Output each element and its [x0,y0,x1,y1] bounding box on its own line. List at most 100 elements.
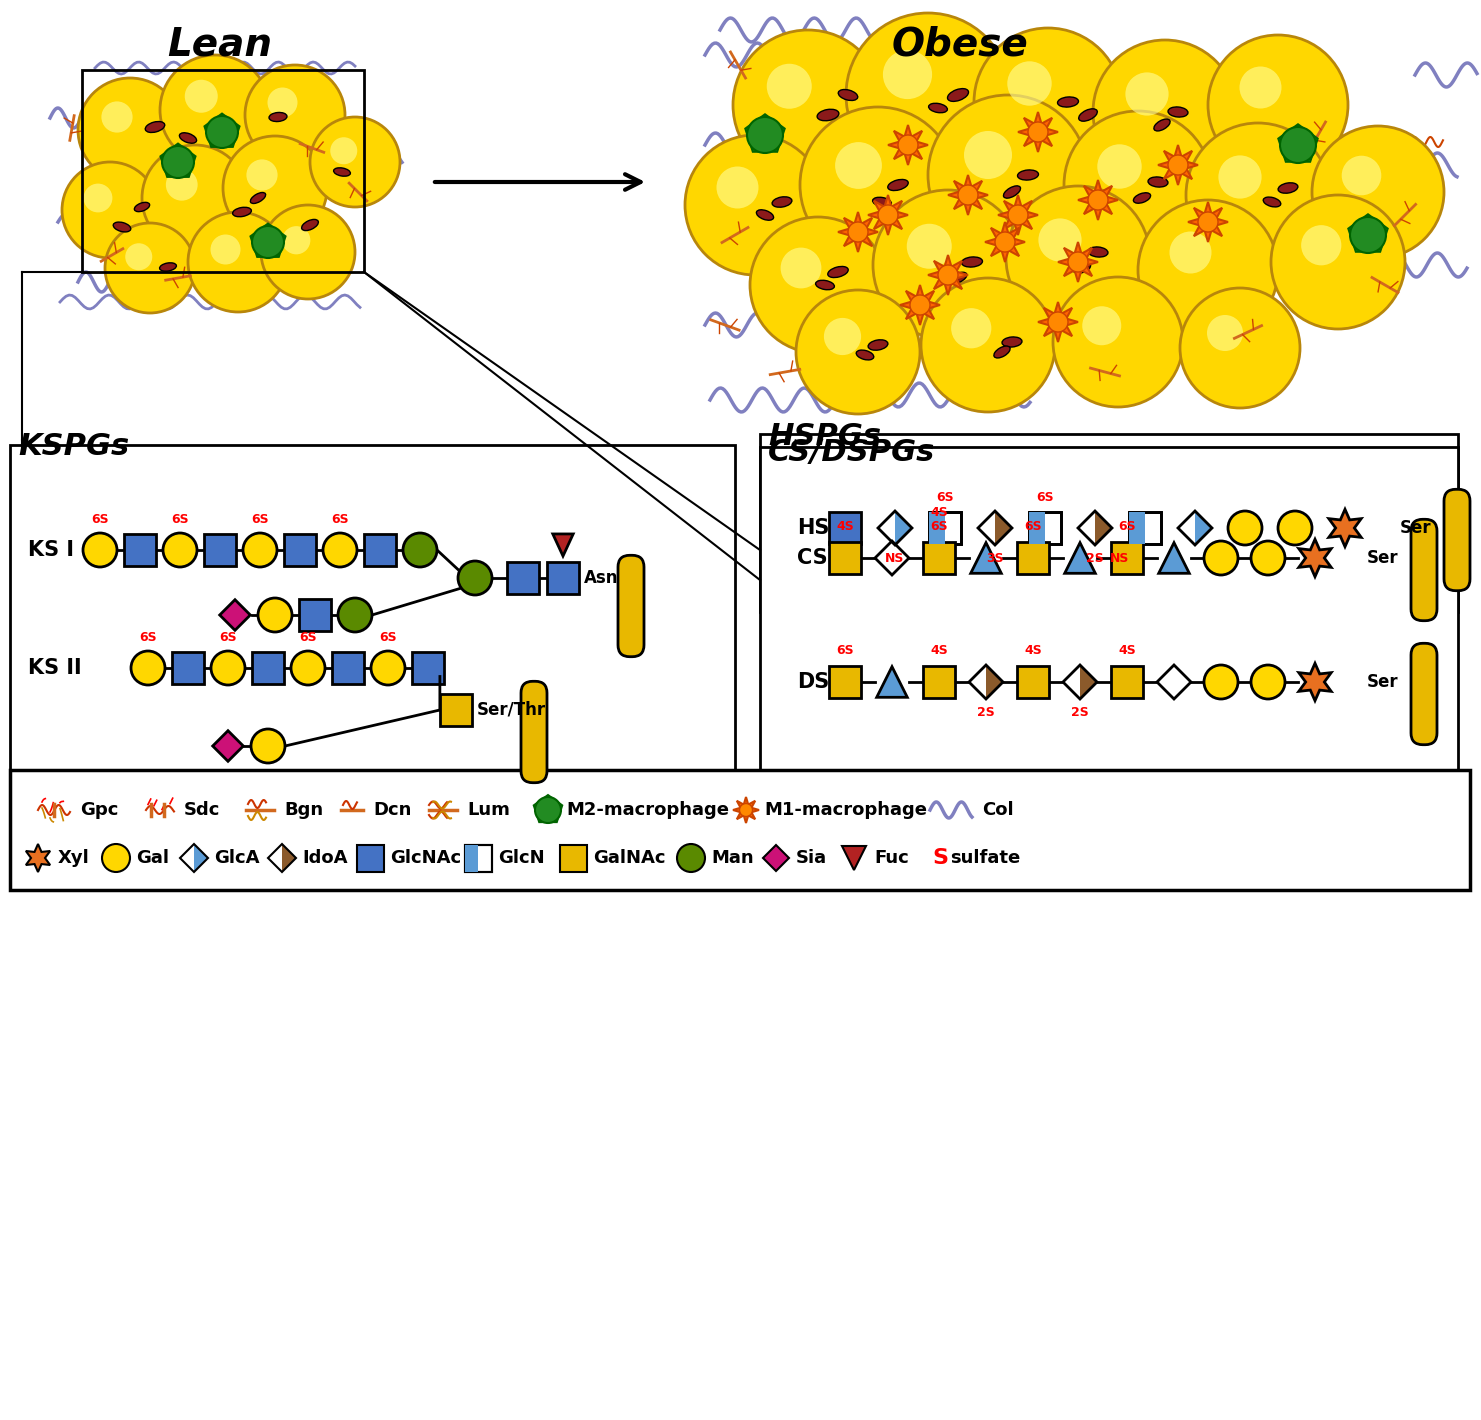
Text: Ser/Thr: Ser/Thr [477,701,546,719]
Bar [1111,666,1143,699]
Circle shape [906,224,952,268]
Bar [546,562,579,594]
Text: 2S: 2S [1071,706,1089,719]
Bar [252,652,284,684]
Text: Fuc: Fuc [874,849,909,868]
Polygon shape [875,541,909,575]
Ellipse shape [302,220,318,230]
Circle shape [835,142,881,189]
Text: Xyl: Xyl [58,849,90,868]
Text: 6S: 6S [332,513,350,525]
Ellipse shape [1133,193,1151,203]
Circle shape [878,204,897,224]
Circle shape [338,598,372,632]
Bar [81,70,364,273]
Bar [357,845,384,872]
Polygon shape [900,285,940,325]
Circle shape [937,266,958,285]
Circle shape [244,65,345,165]
Polygon shape [733,797,758,824]
Bar [760,435,1457,612]
Polygon shape [219,599,250,630]
FancyBboxPatch shape [1411,643,1437,744]
Text: Ser: Ser [1367,550,1398,567]
Ellipse shape [772,197,792,207]
Ellipse shape [929,104,948,112]
Text: 4S: 4S [1118,645,1136,657]
Text: NS: NS [886,552,905,565]
Text: 6S: 6S [92,513,108,525]
Polygon shape [763,845,789,870]
Text: CS: CS [797,548,828,568]
Bar [1017,542,1049,574]
Circle shape [1083,307,1121,345]
Polygon shape [929,511,945,544]
Circle shape [163,532,197,567]
Circle shape [1208,36,1348,175]
FancyBboxPatch shape [1411,520,1437,621]
Text: 6S: 6S [1025,520,1041,532]
Text: GlcN: GlcN [498,849,545,868]
Text: 6S: 6S [219,630,237,645]
Text: 4S: 4S [1025,645,1041,657]
Circle shape [1251,541,1286,575]
Circle shape [995,231,1014,251]
Circle shape [261,204,355,300]
Polygon shape [838,212,878,251]
Text: 6S: 6S [252,513,270,525]
Circle shape [1204,541,1238,575]
Circle shape [101,101,133,132]
Circle shape [733,30,883,180]
Circle shape [1180,288,1300,408]
Text: GlcNAc: GlcNAc [390,849,461,868]
Text: M1-macrophage: M1-macrophage [764,801,927,819]
Bar [1029,511,1062,544]
Circle shape [929,95,1089,256]
Text: GalNAc: GalNAc [592,849,665,868]
Polygon shape [1158,145,1198,185]
Text: Lum: Lum [467,801,509,819]
Circle shape [283,226,311,254]
Polygon shape [213,731,243,761]
Ellipse shape [1004,186,1020,199]
Polygon shape [986,665,1003,699]
Ellipse shape [828,267,849,277]
Text: KS I: KS I [28,540,74,559]
Circle shape [78,78,182,182]
Ellipse shape [949,273,967,284]
Bar [332,652,364,684]
Text: 2S: 2S [1086,552,1103,565]
Circle shape [872,190,1023,339]
Text: 6S: 6S [139,630,157,645]
Ellipse shape [1074,263,1090,273]
Circle shape [1063,111,1211,258]
Circle shape [795,290,920,415]
Circle shape [1342,156,1382,196]
Text: KSPGs: KSPGs [18,432,129,462]
Text: Dcn: Dcn [373,801,412,819]
Circle shape [1170,231,1211,274]
Circle shape [1053,277,1183,408]
Ellipse shape [1263,197,1281,207]
Circle shape [126,243,153,270]
Ellipse shape [135,203,150,212]
Polygon shape [160,143,195,178]
Circle shape [1351,217,1386,253]
Polygon shape [1038,302,1078,342]
Circle shape [1240,67,1281,108]
Bar [829,542,860,574]
Bar [829,511,860,544]
Text: KS II: KS II [28,657,81,677]
Text: Gpc: Gpc [80,801,118,819]
Text: GlcA: GlcA [213,849,259,868]
Polygon shape [868,195,908,234]
Circle shape [1006,186,1151,329]
Bar [204,534,235,567]
Circle shape [1228,511,1262,545]
Bar [1029,511,1062,544]
Polygon shape [1278,125,1318,162]
Bar [10,444,735,785]
Polygon shape [895,511,912,545]
Ellipse shape [1078,109,1097,121]
Text: IdoA: IdoA [302,849,348,868]
